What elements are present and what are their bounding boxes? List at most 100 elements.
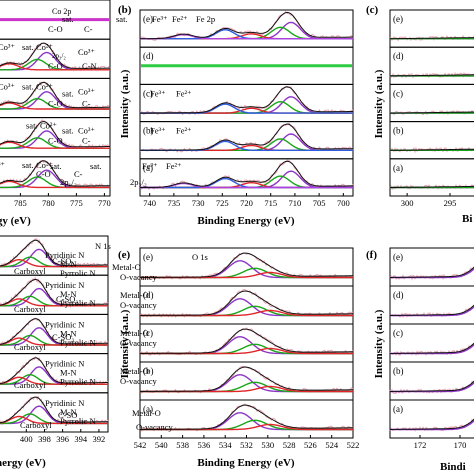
- overlay-text: (b) (c) (e) (f) Intensity (a.u.) Intensity (a…: [0, 4, 472, 473]
- fit-envelope: [0, 120, 110, 148]
- raw-data-line: [0, 42, 111, 72]
- panel-a-4: ³⁺ sat.Co²⁺: [0, 156, 111, 197]
- x-tick-label: 730: [192, 198, 205, 208]
- peak-sat-: [0, 102, 110, 110]
- peak-label: Pyridinic N: [45, 280, 84, 290]
- x-tick-label: 542: [134, 440, 147, 450]
- x-tick-label: 715: [264, 198, 277, 208]
- panel-letter: (e): [393, 14, 403, 24]
- fit-envelope: [140, 252, 353, 278]
- peak-label: C-O: [48, 61, 63, 71]
- chart-c: (e)C-O C-(d)C-O C-N(c)C-O C-(b)C-O C-(a)C-O C…: [36, 9, 474, 208]
- panel-letter: (d): [393, 290, 404, 300]
- x-tick-label: 785: [14, 198, 27, 208]
- chart-label-e: (e): [118, 249, 131, 261]
- panel-frame: [0, 392, 109, 433]
- x-tick-label: 400: [20, 434, 33, 444]
- raw-data-line: [139, 288, 354, 318]
- x-tick-label: 532: [240, 440, 253, 450]
- peak-label: M-N: [60, 407, 77, 417]
- x-axis: 790785780775770: [14, 193, 111, 208]
- peak-label: C-O: [48, 98, 63, 108]
- peak-label: C-: [82, 98, 91, 108]
- peak-fe2-2p3-2: [140, 96, 353, 114]
- peak-label: Carboxyl: [20, 420, 52, 430]
- peak-label: Pyrrolic N: [60, 337, 96, 347]
- peak-label: sat.: [50, 161, 62, 171]
- peak-label: C-: [82, 136, 91, 146]
- chart-label-b: (b): [118, 4, 132, 16]
- xlabel-e: Binding Energy (eV): [197, 457, 295, 469]
- peak-label: Co 2p: [52, 7, 71, 16]
- panel-letter: (c): [143, 88, 153, 98]
- panel-e-4: (a) Carboxyl Metal-O O-vacancy: [20, 399, 354, 439]
- fit-envelope: [140, 123, 353, 151]
- fit-envelope: [390, 266, 474, 278]
- chart-label-f: (f): [366, 249, 377, 261]
- fit-envelope: [140, 366, 353, 392]
- fit-envelope: [140, 290, 353, 316]
- fit-envelope: [0, 318, 108, 345]
- panel-letter: (a): [143, 404, 153, 414]
- panel-c-3: (b) C-O C-: [48, 121, 474, 160]
- peak-label: C-O: [48, 24, 63, 34]
- x-tick-label: 398: [38, 434, 51, 444]
- peak-label: Carboxyl: [14, 380, 46, 390]
- fit-envelope: [0, 160, 110, 187]
- panel-letter: (a): [393, 404, 403, 414]
- peak-label: Co³⁺: [0, 42, 15, 52]
- fit-envelope: [390, 304, 474, 316]
- x-tick-label: 172: [414, 440, 427, 450]
- x-axis: 740 735 730 725 720 715 710 705 700: [143, 193, 350, 208]
- peak-label: Fe 2p: [196, 14, 215, 24]
- chart-f: (e) C-SO₃ (d) C-SO₃ (c) C-SO₃ (b) (a) C-SO 172 170…: [52, 247, 474, 450]
- peak-sat-: [0, 141, 110, 149]
- fit-envelope: [390, 418, 474, 430]
- peak-label: Fe³⁺: [150, 88, 166, 98]
- peak-label: Carboxyl: [14, 342, 46, 352]
- peak-label: ³⁺: [0, 160, 6, 170]
- x-tick-label: 526: [304, 440, 317, 450]
- fit-envelope: [140, 404, 353, 430]
- raw-data-line: [139, 327, 354, 356]
- peak-label: O-vacancy: [120, 300, 158, 310]
- peak-sat-: [0, 180, 110, 189]
- peak-label: Co³⁺: [78, 86, 95, 96]
- x-tick-label: 775: [70, 198, 83, 208]
- peak-label: Pyridinic N: [45, 398, 84, 408]
- peak-label: C-: [84, 24, 93, 34]
- peak-label: Carboxyl: [14, 304, 46, 314]
- peak-label: O-vacancy: [136, 422, 174, 432]
- fit-envelope: [0, 81, 110, 109]
- x-tick-label: 522: [347, 440, 360, 450]
- peak-label: Metal-O: [120, 328, 149, 338]
- raw-data-line: [139, 365, 354, 394]
- panel-e-1: (d) Carboxyl Metal-OO-vacancy: [14, 285, 354, 325]
- peak-label: Co²⁺: [36, 160, 53, 170]
- peak-label: Pyridinic N: [45, 359, 84, 369]
- xlabel-c: Bi: [462, 213, 472, 225]
- x-axis: 30029529: [401, 193, 457, 208]
- raw-data-line: [139, 252, 354, 280]
- raw-data-line: [139, 85, 354, 116]
- panel-c-4: (a) C-O C-: [36, 158, 474, 197]
- panel-b-3: (b) sat. Fe³⁺ Fe²⁺: [62, 121, 354, 160]
- panel-frame: [389, 399, 474, 439]
- x-tick-label: 295: [444, 198, 457, 208]
- panel-frame: [139, 361, 354, 401]
- x-tick-label: 780: [42, 198, 55, 208]
- peak-label: N 1s: [95, 241, 111, 251]
- fit-envelope: [0, 279, 108, 306]
- panel-letter: (c): [143, 328, 153, 338]
- fit-envelope: [390, 380, 474, 392]
- peak-label: Pyrrolic N: [60, 268, 96, 278]
- panel-letter: (a): [143, 163, 153, 173]
- ylabel-e: Intensity (a.u.): [119, 309, 131, 378]
- panel-letter: (d): [143, 51, 154, 61]
- fit-envelope: [390, 37, 474, 40]
- peak-2: [0, 415, 108, 425]
- panel-b-2: (c) sat. Fe³⁺ Fe²⁺: [62, 83, 354, 123]
- fit-envelope: [390, 148, 474, 151]
